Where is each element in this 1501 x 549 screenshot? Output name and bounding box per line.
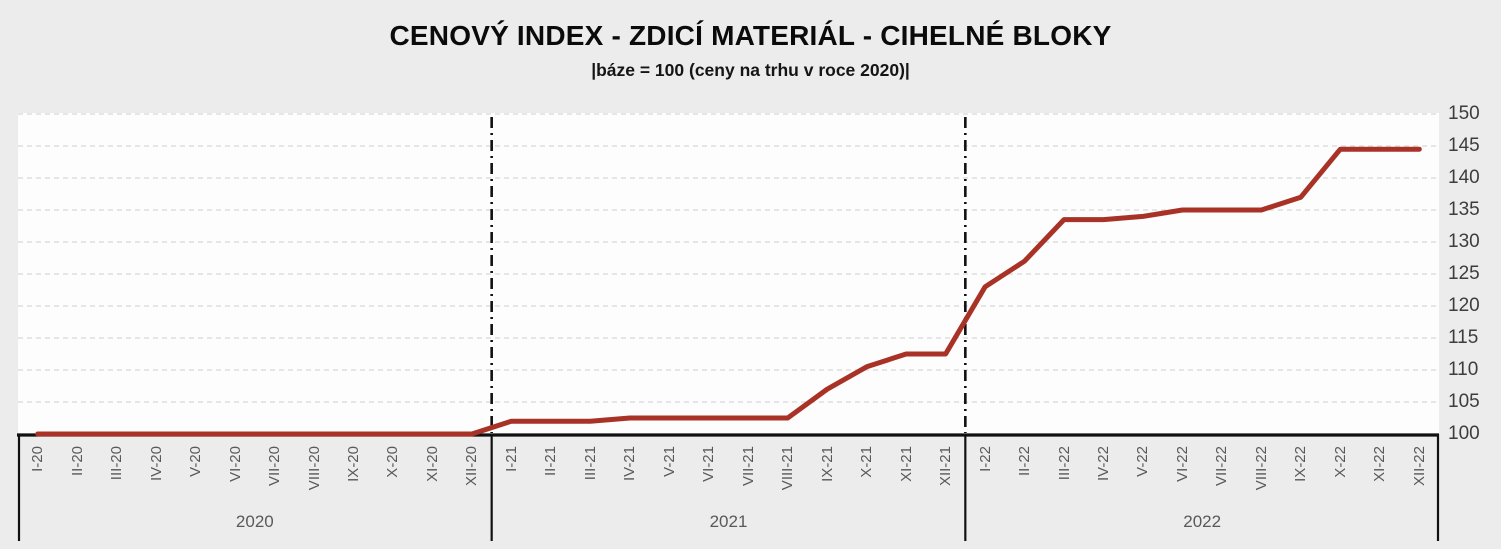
- month-tick-label: VIII-22: [1252, 446, 1270, 491]
- price-index-line: [35, 146, 1422, 437]
- year-label: 2020: [235, 512, 274, 531]
- month-tick-label: IV-20: [147, 446, 165, 482]
- y-tick-label: 130: [1448, 231, 1480, 252]
- month-tick-label: IX-21: [818, 446, 836, 482]
- y-tick-label: 150: [1448, 103, 1480, 124]
- month-tick-label: VI-20: [226, 446, 244, 482]
- y-tick-label: 125: [1448, 263, 1480, 284]
- month-tick-label: III-21: [581, 446, 599, 481]
- month-tick-label: VII-22: [1213, 446, 1231, 487]
- y-tick-label: 100: [1448, 423, 1480, 444]
- month-tick-label: XII-20: [463, 446, 481, 487]
- month-tick-label: V-20: [187, 446, 205, 477]
- y-tick-label: 135: [1448, 199, 1480, 220]
- year-label: 2022: [1183, 512, 1222, 531]
- month-tick-label: VI-22: [1173, 446, 1191, 482]
- month-tick-label: XI-21: [897, 446, 915, 482]
- month-tick-label: X-20: [384, 446, 402, 478]
- page-subtitle: |báze = 100 (ceny na trhu v roce 2020)|: [591, 60, 910, 80]
- month-tick-label: XI-22: [1371, 446, 1389, 482]
- y-tick-label: 120: [1448, 295, 1480, 316]
- y-tick-label: 115: [1448, 327, 1479, 348]
- month-tick-label: VII-20: [266, 446, 284, 487]
- month-tick-label: I-22: [976, 446, 994, 472]
- page-title: CENOVÝ INDEX - ZDICÍ MATERIÁL - CIHELNÉ …: [389, 20, 1112, 51]
- month-tick-label: VII-21: [739, 446, 757, 487]
- month-tick-label: II-21: [542, 446, 560, 477]
- month-tick-label: IX-20: [345, 446, 362, 482]
- month-tick-label: IV-21: [621, 446, 639, 482]
- month-tick-label: X-22: [1331, 446, 1349, 478]
- year-label: 2021: [709, 512, 748, 531]
- y-tick-label: 105: [1448, 391, 1480, 412]
- y-tick-label: 110: [1448, 359, 1479, 380]
- month-tick-label: VIII-21: [779, 446, 797, 491]
- month-tick-label: IV-22: [1094, 446, 1112, 482]
- month-tick-label: I-20: [29, 446, 47, 472]
- month-tick-label: V-22: [1134, 446, 1152, 477]
- month-tick-label: IX-22: [1292, 446, 1310, 482]
- month-tick-label: V-21: [660, 446, 678, 477]
- y-tick-label: 145: [1448, 135, 1480, 156]
- month-tick-label: III-22: [1055, 446, 1073, 481]
- month-tick-label: XII-21: [937, 446, 955, 487]
- month-tick-label: II-22: [1016, 446, 1034, 477]
- month-tick-label: I-21: [502, 446, 520, 472]
- month-tick-label: III-20: [108, 446, 126, 481]
- y-tick-label: 140: [1448, 167, 1480, 188]
- month-tick-label: VI-21: [700, 446, 718, 482]
- month-tick-label: X-21: [858, 446, 876, 478]
- month-tick-label: XI-20: [423, 446, 441, 482]
- month-tick-label: II-20: [68, 446, 86, 477]
- month-tick-label: XII-22: [1410, 446, 1428, 487]
- month-tick-label: VIII-20: [305, 446, 323, 491]
